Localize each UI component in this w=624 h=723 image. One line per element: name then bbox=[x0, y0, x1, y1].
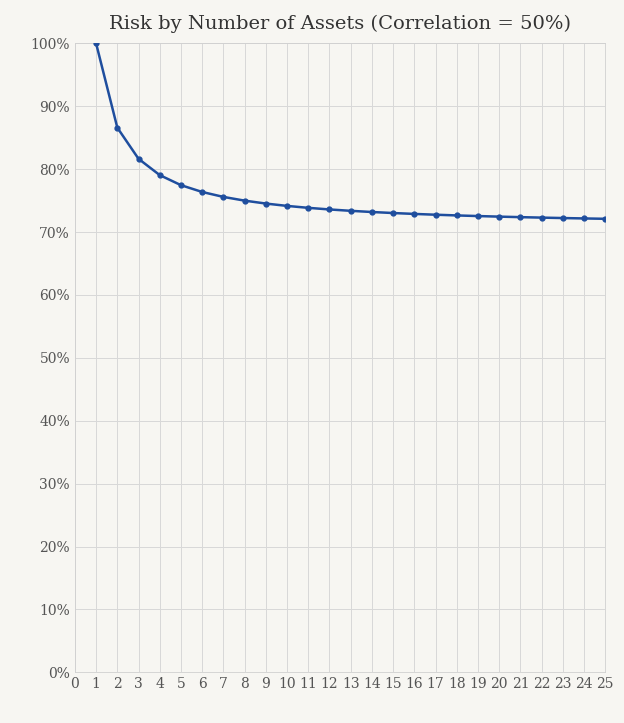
Title: Risk by Number of Assets (Correlation = 50%): Risk by Number of Assets (Correlation = … bbox=[109, 15, 571, 33]
